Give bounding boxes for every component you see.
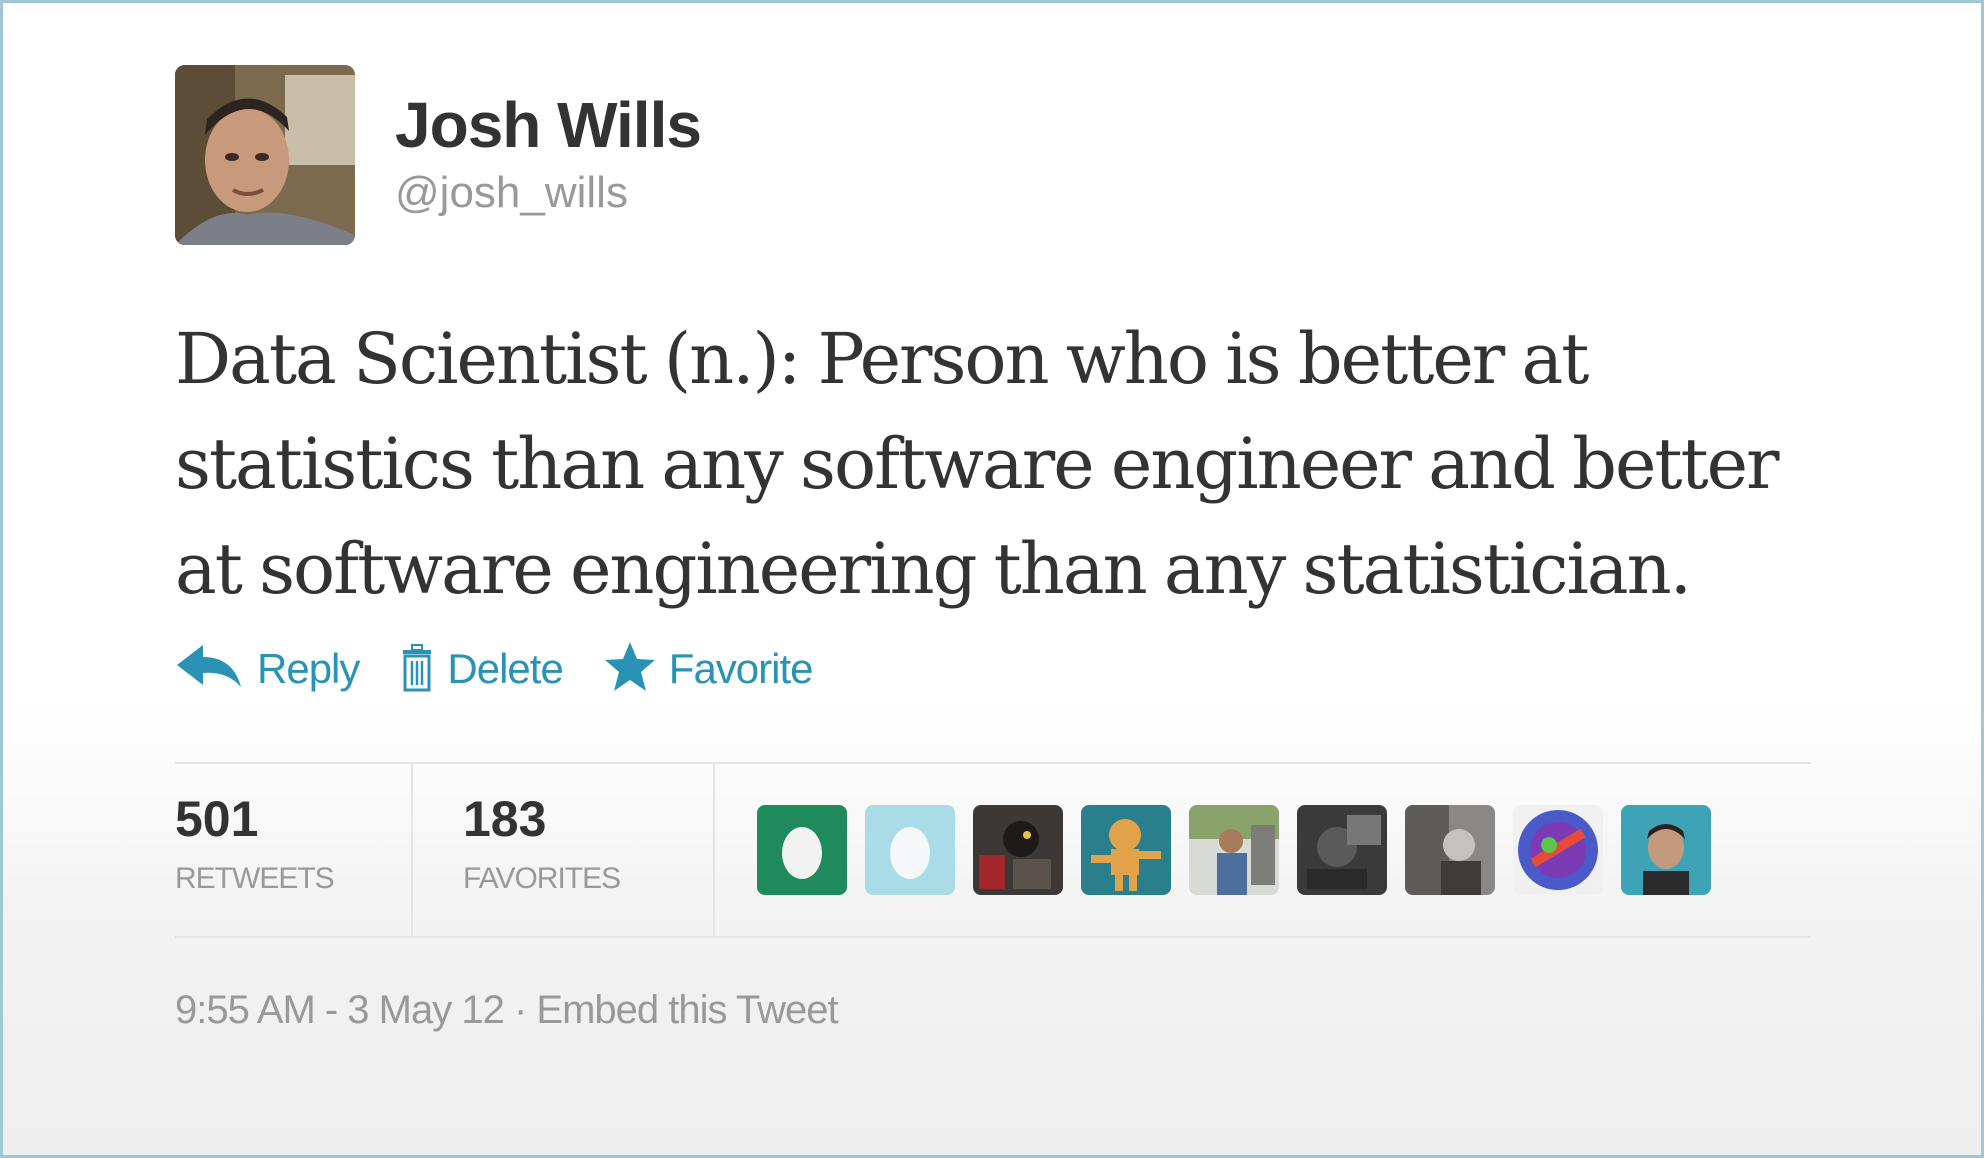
delete-label: Delete — [447, 645, 563, 692]
favoriter-avatar[interactable] — [1189, 805, 1279, 895]
tweet-card: Josh Wills @josh_wills Data Scientist (n… — [175, 65, 1815, 1033]
favorites-label: FAVORITES — [463, 862, 621, 895]
retweets-label: RETWEETS — [175, 862, 335, 895]
favoriter-avatar[interactable] — [757, 805, 847, 895]
delete-button[interactable]: Delete — [399, 642, 564, 697]
favorite-button[interactable]: Favorite — [603, 640, 814, 699]
favoriter-avatar[interactable] — [973, 805, 1063, 895]
favoriter-avatar[interactable] — [1081, 805, 1171, 895]
favoriter-avatar[interactable] — [1297, 805, 1387, 895]
reply-label: Reply — [257, 645, 360, 692]
favoriter-avatar[interactable] — [1621, 805, 1711, 895]
tweet-header: Josh Wills @josh_wills — [175, 65, 1815, 245]
meta-separator: · — [503, 988, 537, 1032]
user-fullname[interactable]: Josh Wills — [395, 89, 702, 161]
reply-button[interactable]: Reply — [175, 643, 360, 696]
retweets-count: 501 — [175, 791, 259, 847]
favoriter-avatar[interactable] — [865, 805, 955, 895]
reply-icon — [175, 643, 245, 696]
tweet-text: Data Scientist (n.): Person who is bette… — [175, 318, 1780, 610]
tweet-timestamp[interactable]: 9:55 AM - 3 May 12 — [175, 988, 505, 1032]
tweet-meta: 9:55 AM - 3 May 12 · Embed this Tweet — [175, 988, 1815, 1033]
favoriter-avatar[interactable] — [1513, 805, 1603, 895]
favoriters-avatars — [715, 764, 1729, 936]
star-icon — [603, 640, 657, 699]
favorites-stat[interactable]: 183 FAVORITES — [413, 764, 715, 936]
retweets-stat[interactable]: 501 RETWEETS — [175, 764, 413, 936]
trash-icon — [399, 642, 435, 697]
tweet-stats: 501 RETWEETS 183 FAVORITES — [175, 762, 1811, 938]
tweet-actions: Reply Delete — [175, 634, 1815, 704]
favorite-label: Favorite — [668, 645, 814, 692]
favorites-count: 183 — [463, 791, 547, 847]
embed-tweet-link[interactable]: Embed this Tweet — [536, 988, 838, 1032]
user-handle[interactable]: @josh_wills — [395, 168, 628, 217]
user-avatar[interactable] — [175, 65, 355, 245]
user-names: Josh Wills @josh_wills — [395, 65, 702, 217]
favoriter-avatar[interactable] — [1405, 805, 1495, 895]
